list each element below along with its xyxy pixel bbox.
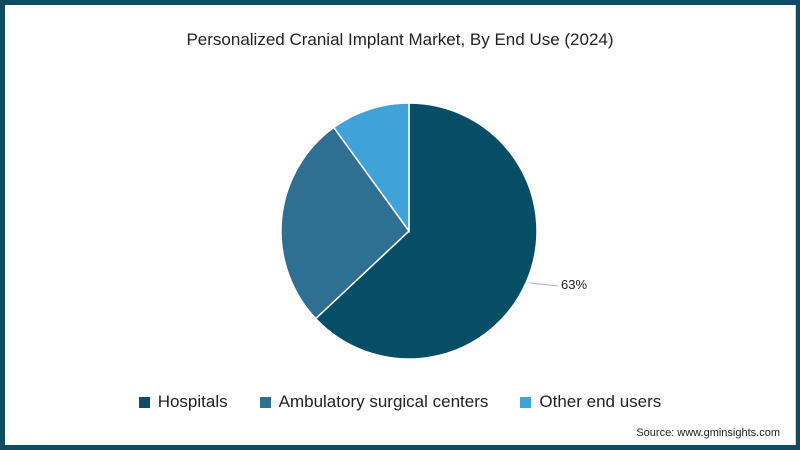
- label-leader-line: [529, 282, 559, 287]
- pie-slice-ambulatory[interactable]: [280, 126, 410, 320]
- legend-item-ambulatory[interactable]: Ambulatory surgical centers: [259, 392, 488, 412]
- legend-swatch-icon: [138, 396, 150, 408]
- legend-swatch-icon: [520, 396, 532, 408]
- data-label-hospitals: 63%: [561, 277, 587, 292]
- legend-item-hospitals[interactable]: Hospitals: [138, 392, 228, 412]
- chart-title: Personalized Cranial Implant Market, By …: [186, 30, 614, 49]
- source-note: Source: www.gminsights.com: [636, 427, 780, 439]
- pie-slice-hospitals[interactable]: [314, 102, 538, 360]
- legend-swatch-icon: [259, 396, 271, 408]
- pie-slice-other[interactable]: [332, 102, 410, 234]
- legend: Hospitals Ambulatory surgical centers Ot…: [0, 392, 800, 412]
- legend-item-other[interactable]: Other end users: [520, 392, 661, 412]
